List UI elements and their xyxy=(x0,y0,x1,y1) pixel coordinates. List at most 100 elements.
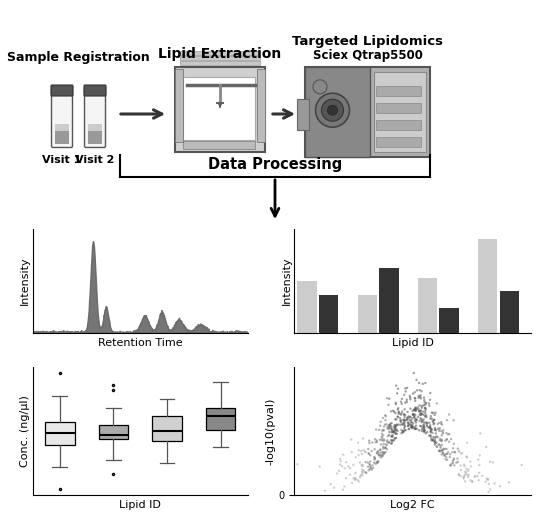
Point xyxy=(387,439,395,448)
Point xyxy=(424,423,433,431)
Point xyxy=(431,426,439,434)
Point xyxy=(370,455,379,464)
FancyBboxPatch shape xyxy=(85,87,106,147)
Point xyxy=(415,386,424,394)
Point xyxy=(397,426,406,434)
Point xyxy=(428,409,437,417)
Point xyxy=(373,459,382,467)
Point xyxy=(374,451,383,459)
Point xyxy=(388,436,397,445)
Point xyxy=(442,435,451,444)
Point xyxy=(347,435,356,444)
Point xyxy=(410,405,419,414)
Point xyxy=(375,451,384,459)
Point xyxy=(387,428,396,436)
Point xyxy=(434,440,443,449)
Point xyxy=(420,398,429,406)
Point xyxy=(354,451,363,460)
Point xyxy=(445,430,454,438)
Point xyxy=(426,428,435,436)
Point xyxy=(410,406,419,414)
Point xyxy=(430,415,438,424)
Point xyxy=(335,467,344,475)
Point xyxy=(429,433,438,441)
Point xyxy=(346,464,355,472)
Point xyxy=(408,422,416,430)
Point xyxy=(376,448,385,457)
Bar xyxy=(257,69,265,142)
Bar xyxy=(297,98,309,130)
Point xyxy=(365,450,373,458)
Bar xyxy=(305,67,370,157)
Point xyxy=(398,395,406,403)
Point xyxy=(403,416,412,425)
Point xyxy=(421,404,430,412)
Point xyxy=(416,414,425,422)
Bar xyxy=(305,67,430,157)
Bar xyxy=(374,72,426,152)
Point xyxy=(366,451,375,460)
Point xyxy=(432,438,441,447)
Point xyxy=(409,389,417,398)
Point xyxy=(383,394,392,402)
Point xyxy=(383,422,392,431)
Point xyxy=(426,414,435,422)
Text: Lipid Extraction: Lipid Extraction xyxy=(158,47,282,61)
Point xyxy=(423,419,432,427)
Point xyxy=(391,424,400,433)
Point xyxy=(426,424,435,433)
Point xyxy=(315,462,324,471)
Point xyxy=(410,406,419,414)
Point xyxy=(389,423,398,432)
Point xyxy=(417,402,426,410)
Point xyxy=(431,409,440,417)
Point xyxy=(437,427,446,435)
Point xyxy=(420,411,429,420)
Circle shape xyxy=(327,105,338,115)
Point xyxy=(410,394,419,402)
Point xyxy=(408,423,417,432)
Point xyxy=(406,393,415,402)
Point xyxy=(383,445,392,453)
Point xyxy=(388,432,397,440)
Point xyxy=(420,421,428,429)
Point xyxy=(420,428,428,436)
Point xyxy=(445,437,454,446)
Point xyxy=(364,458,372,467)
Point xyxy=(338,462,346,471)
Point xyxy=(481,478,490,486)
Point xyxy=(389,427,398,435)
Point xyxy=(392,429,401,438)
Point xyxy=(410,414,419,423)
Point xyxy=(375,426,383,434)
Point xyxy=(353,476,362,484)
Point xyxy=(427,425,436,434)
Point xyxy=(385,394,394,403)
Point xyxy=(421,412,430,421)
Point xyxy=(449,454,458,463)
Point xyxy=(438,448,447,457)
Point xyxy=(399,416,408,425)
Point xyxy=(412,425,421,433)
Point xyxy=(456,466,465,475)
Point xyxy=(432,432,441,440)
Point xyxy=(416,406,425,415)
Point xyxy=(428,436,437,445)
Point xyxy=(359,468,368,477)
Point xyxy=(403,408,412,416)
Point xyxy=(394,420,403,429)
Point xyxy=(460,468,469,476)
Point xyxy=(373,447,382,456)
Point xyxy=(321,486,329,495)
Point xyxy=(394,404,403,412)
Point xyxy=(401,411,410,419)
Point xyxy=(344,462,353,471)
Point xyxy=(425,423,434,432)
Point xyxy=(391,422,400,430)
Point xyxy=(449,455,458,464)
Point xyxy=(411,407,420,415)
Point xyxy=(441,436,450,445)
Point xyxy=(366,465,375,473)
Point xyxy=(399,427,408,436)
Point xyxy=(386,420,395,428)
